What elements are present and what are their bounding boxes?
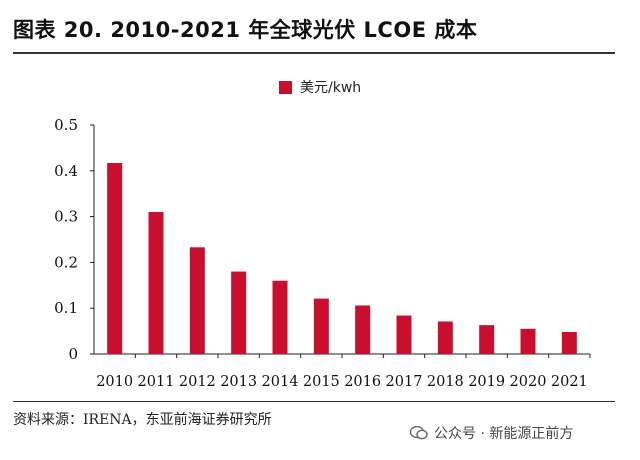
bar-2012	[189, 247, 205, 354]
bar-2011	[148, 212, 164, 354]
bar-2010	[107, 163, 123, 354]
x-tick-label: 2020	[510, 374, 547, 390]
legend: 美元/kwh	[279, 77, 361, 97]
wechat-icon	[410, 426, 428, 440]
chart-title: 图表 20. 2010-2021 年全球光伏 LCOE 成本	[13, 18, 478, 42]
x-tick-label: 2013	[220, 374, 257, 390]
y-tick-label: 0.2	[54, 253, 78, 271]
x-tick-label: 2016	[344, 374, 381, 390]
watermark-text: 公众号 · 新能源正前方	[434, 426, 574, 442]
bar-2013	[231, 271, 247, 354]
source-note: 资料来源：IRENA，东亚前海证券研究所	[13, 412, 272, 428]
source-divider	[13, 401, 615, 402]
x-tick-label: 2010	[96, 374, 133, 390]
x-tick-label: 2021	[551, 374, 588, 390]
x-tick-label: 2011	[138, 374, 175, 390]
x-tick-label: 2015	[303, 374, 340, 390]
x-tick-label: 2019	[468, 374, 505, 390]
x-tick-label: 2018	[427, 374, 464, 390]
x-tick-label: 2017	[386, 374, 423, 390]
bar-2017	[396, 315, 412, 354]
bar-2015	[313, 298, 329, 354]
y-tick-label: 0	[68, 345, 78, 363]
bar-2020	[520, 328, 536, 354]
bar-2016	[355, 305, 371, 354]
title-divider	[13, 52, 615, 54]
y-tick-label: 0.1	[54, 299, 78, 317]
legend-label: 美元/kwh	[300, 80, 362, 96]
bar-2021	[561, 332, 577, 354]
y-tick-label: 0.4	[54, 162, 78, 180]
watermark: 公众号 · 新能源正前方	[410, 423, 573, 443]
x-tick-label: 2014	[262, 374, 299, 390]
y-tick-label: 0.3	[54, 208, 78, 226]
bar-2019	[479, 325, 495, 354]
x-tick-label: 2012	[179, 374, 216, 390]
bar-2018	[437, 321, 453, 354]
legend-swatch	[279, 80, 292, 94]
bar-2014	[272, 280, 288, 354]
y-tick-label: 0.5	[54, 116, 78, 134]
